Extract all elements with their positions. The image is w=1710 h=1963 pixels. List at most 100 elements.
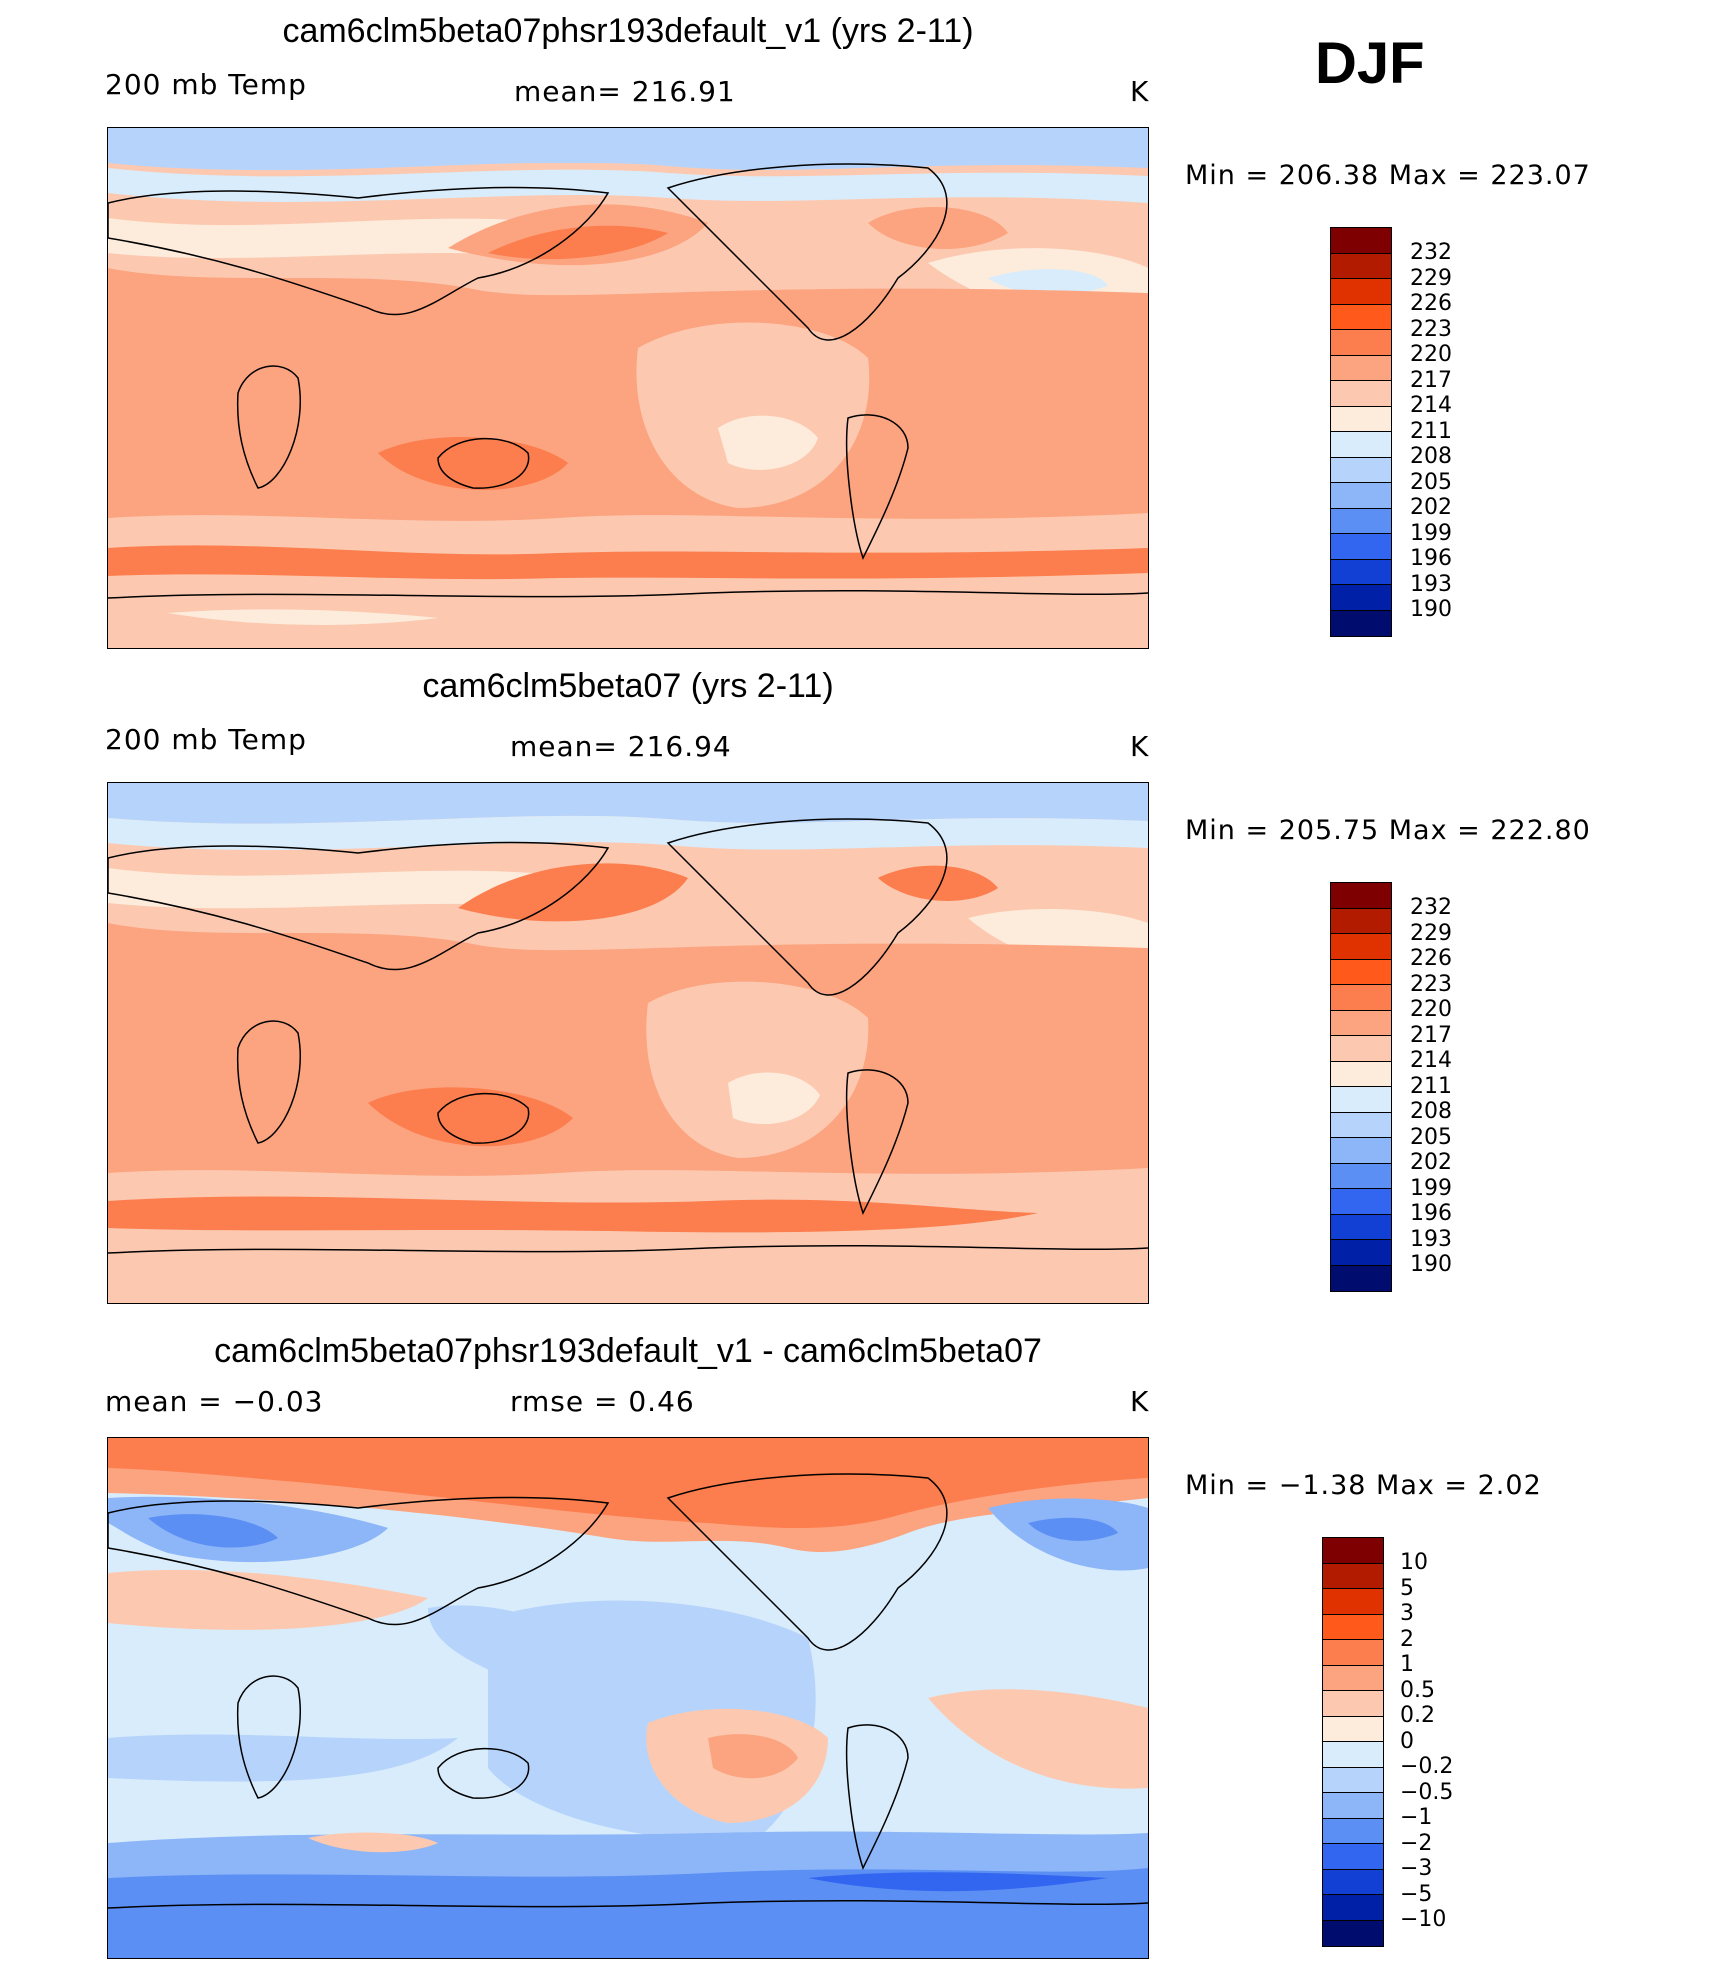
subtropical-core [728, 1072, 820, 1125]
warm-core [488, 225, 668, 260]
colorbar-swatch [1331, 1138, 1391, 1164]
colorbar-tick: −0.5 [1400, 1779, 1454, 1805]
colorbar-swatch [1331, 457, 1391, 483]
eurasia-cool-core [148, 1514, 278, 1548]
mid-band [108, 868, 558, 909]
colorbar-tick: 202 [1410, 495, 1452, 520]
colorbar-swatch [1331, 406, 1391, 432]
arctic-band [108, 168, 1148, 203]
colorbar-tick: 214 [1410, 393, 1452, 418]
colorbar-swatch [1323, 1665, 1383, 1691]
colorbar-swatch [1331, 985, 1391, 1011]
colorbar-tick: 214 [1410, 1048, 1452, 1073]
colorbar-tick: 193 [1410, 1226, 1452, 1252]
colorbar-tick: 3 [1400, 1601, 1414, 1626]
colorbar-tick: 226 [1410, 946, 1452, 971]
panel1-mean-label: mean= 216.91 [514, 75, 736, 108]
colorbar-tick: 190 [1410, 597, 1452, 622]
panel1-variable-label: 200 mb Temp [105, 68, 307, 101]
colorbar-swatch [1331, 1087, 1391, 1113]
panel1-units: K [1130, 75, 1150, 108]
colorbar-tick: 205 [1410, 1124, 1452, 1150]
colorbar-swatch [1331, 330, 1391, 356]
panel2-mean-label: mean= 216.94 [510, 730, 732, 763]
colorbar-swatch [1323, 1920, 1383, 1946]
colorbar-tick: −2 [1400, 1830, 1433, 1856]
colorbar-swatch [1331, 1240, 1391, 1266]
colorbar-swatch [1323, 1538, 1383, 1564]
australia-outline [437, 1092, 530, 1144]
colorbar-swatch [1331, 432, 1391, 458]
colorbar-tick: 226 [1410, 291, 1452, 316]
colorbar-tick: −3 [1400, 1856, 1433, 1881]
polar-band [108, 128, 1148, 171]
colorbar-swatch [1331, 1189, 1391, 1215]
colorbar-swatch [1331, 355, 1391, 381]
colorbar-tick: 232 [1410, 240, 1452, 265]
colorbar-tick: 5 [1400, 1575, 1414, 1601]
panel2-variable-label: 200 mb Temp [105, 723, 307, 756]
colorbar-swatch [1323, 1818, 1383, 1844]
southern-cool [108, 1734, 458, 1782]
antarctica-outline [108, 1899, 1148, 1909]
warm-region [878, 865, 998, 901]
colorbar-swatch [1331, 1112, 1391, 1138]
antarctica-outline [108, 1244, 1148, 1254]
panel1-colorbar [1330, 227, 1392, 637]
colorbar-tick: 202 [1410, 1150, 1452, 1175]
atlantic-cool-core [1028, 1517, 1118, 1541]
arctic-warm-core [108, 1438, 1148, 1528]
subtropical-warm [108, 1569, 428, 1630]
panel3-colorbar [1322, 1537, 1384, 1947]
colorbar-tick: 0.2 [1400, 1703, 1435, 1728]
colorbar-tick: 223 [1410, 316, 1452, 342]
colorbar-tick: −10 [1400, 1907, 1447, 1932]
colorbar-tick: −1 [1400, 1805, 1433, 1830]
africa-outline [236, 1020, 301, 1144]
subtropical-region [646, 981, 869, 1158]
panel2-title: cam6clm5beta07 (yrs 2-11) [422, 667, 834, 705]
colorbar-tick: 1 [1400, 1652, 1414, 1677]
colorbar-swatch [1323, 1844, 1383, 1870]
eurasia-outline [108, 1496, 610, 1626]
colorbar-swatch [1331, 934, 1391, 960]
colorbar-swatch [1331, 381, 1391, 407]
panel2-units: K [1130, 730, 1150, 763]
panel2-minmax: Min = 205.75 Max = 222.80 [1185, 815, 1591, 846]
cool-core [988, 269, 1108, 295]
north-america-outline [666, 163, 948, 341]
panel3-units: K [1130, 1385, 1150, 1418]
colorbar-swatch [1331, 1010, 1391, 1036]
colorbar-tick: 193 [1410, 571, 1452, 597]
south-america-outline [845, 1724, 909, 1870]
colorbar-tick: −0.2 [1400, 1754, 1454, 1779]
colorbar-swatch [1331, 559, 1391, 585]
colorbar-swatch [1331, 1265, 1391, 1291]
north-america-outline [666, 1473, 948, 1651]
colorbar-swatch [1323, 1895, 1383, 1921]
southern-jet [108, 1196, 1038, 1233]
colorbar-swatch [1331, 883, 1391, 909]
warm-core [458, 863, 688, 922]
colorbar-swatch [1323, 1640, 1383, 1666]
north-america-outline [666, 818, 948, 996]
colorbar-tick: 208 [1410, 444, 1452, 469]
australia-outline [437, 437, 530, 489]
colorbar-swatch [1331, 304, 1391, 330]
warm-region [378, 436, 568, 490]
colorbar-swatch [1331, 279, 1391, 305]
arctic-band [108, 815, 1148, 851]
colorbar-swatch [1323, 1563, 1383, 1589]
colorbar-tick: 223 [1410, 971, 1452, 997]
colorbar-swatch [1323, 1869, 1383, 1895]
colorbar-swatch [1323, 1793, 1383, 1819]
mid-band [108, 218, 558, 258]
colorbar-swatch [1323, 1691, 1383, 1717]
colorbar-tick: 211 [1410, 1073, 1452, 1099]
colorbar-swatch [1331, 253, 1391, 279]
panel3-map [107, 1437, 1149, 1959]
south-america-outline [845, 414, 909, 560]
colorbar-tick: 229 [1410, 265, 1452, 291]
subtropical-region [636, 322, 870, 508]
southern-band [108, 1168, 1148, 1303]
